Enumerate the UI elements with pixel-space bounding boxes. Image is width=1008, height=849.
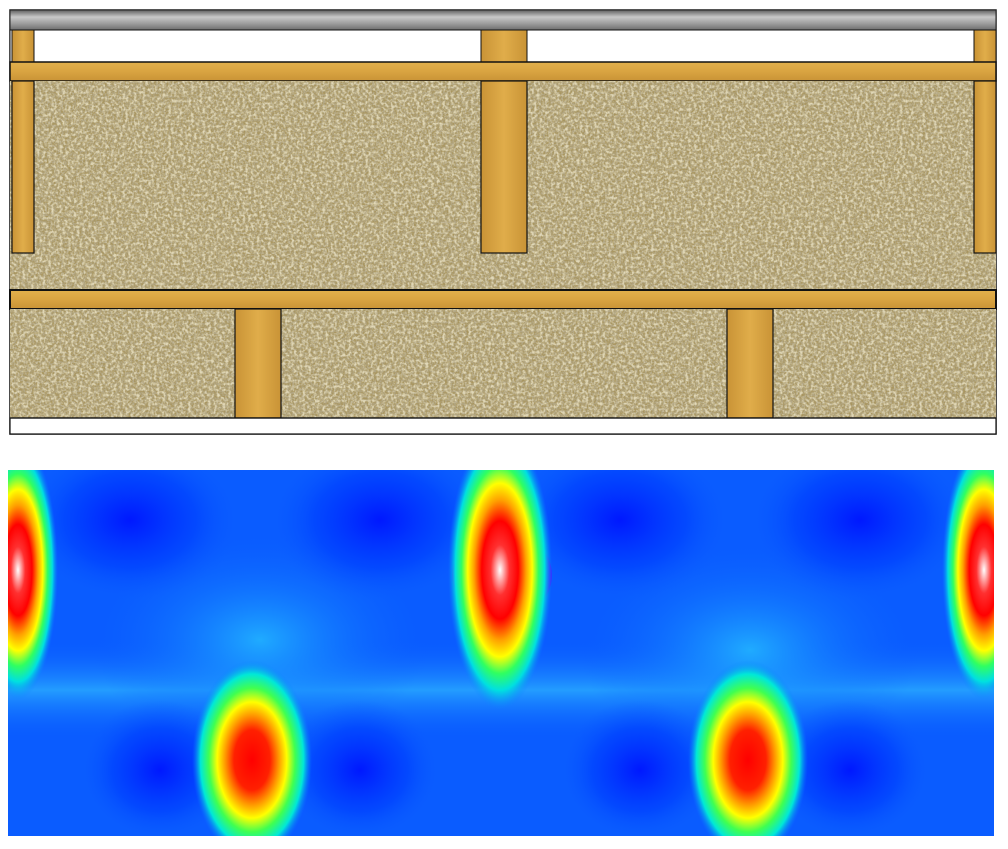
lower-stud-right <box>726 308 774 419</box>
lower-stud-left <box>234 308 282 419</box>
thermal-map <box>8 470 994 836</box>
upper-stud-left <box>11 80 35 254</box>
thermal-cold-spot <box>280 700 440 836</box>
thermal-hotspot-lower-right <box>688 660 808 836</box>
thermal-cold-spot <box>560 700 720 836</box>
thermal-hotspot-upper-middle <box>448 470 552 710</box>
upper-stud-right <box>973 80 997 254</box>
metal-cladding <box>9 9 997 31</box>
air-gap-batten-right <box>973 29 997 63</box>
thermal-cold-spot <box>20 470 240 600</box>
air-gap-batten-middle <box>480 29 528 63</box>
air-gap-batten-left <box>11 29 35 63</box>
interior-lining <box>9 417 997 435</box>
lower-insulation-layer <box>10 309 996 418</box>
upper-horizontal-batten <box>9 61 997 82</box>
thermal-hotspot-upper-left <box>8 470 58 700</box>
thermal-cold-spot <box>270 470 490 600</box>
lower-horizontal-batten <box>9 289 997 310</box>
thermal-cold-spot <box>750 470 970 600</box>
thermal-cold-spot <box>770 700 930 836</box>
upper-stud-middle <box>480 80 528 254</box>
wall-section-diagram <box>9 9 997 435</box>
thermal-hotspot-lower-left <box>192 660 312 836</box>
thermal-hotspot-upper-right <box>942 470 994 700</box>
thermal-cold-spot <box>510 470 730 600</box>
